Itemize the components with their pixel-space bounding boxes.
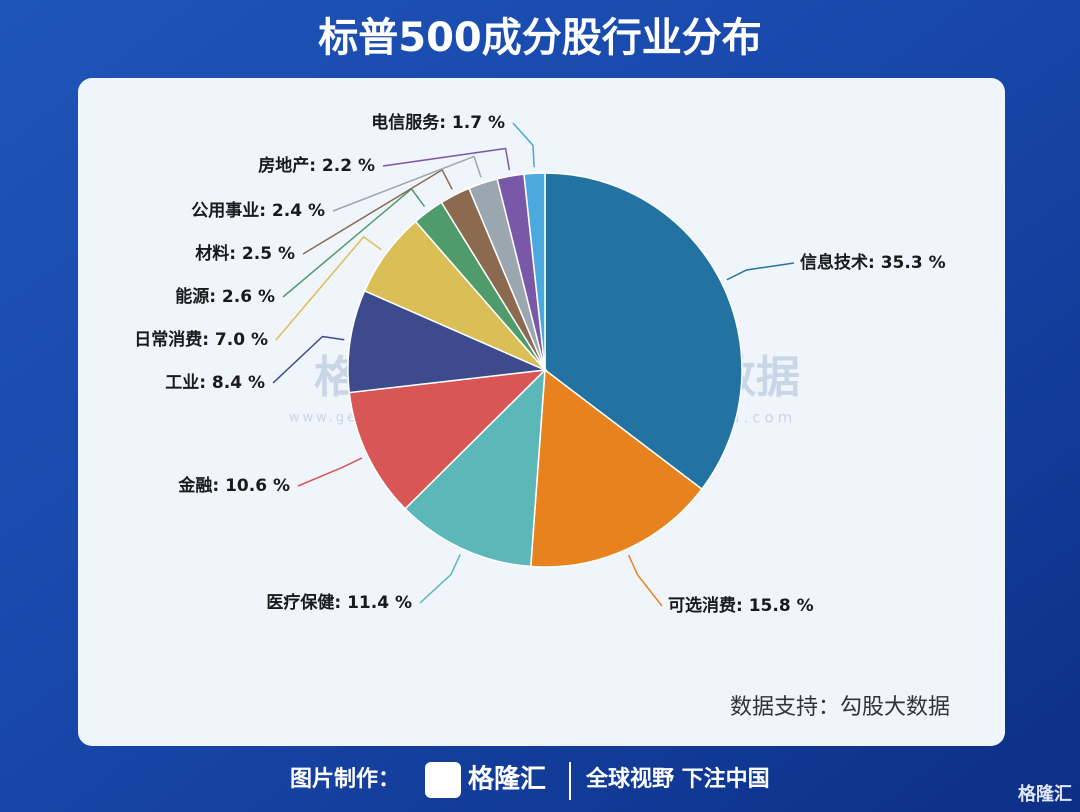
slice-value-label: : 35.3 % [868,253,946,273]
pie: 信息技术: 35.3 %可选消费: 15.8 %医疗保健: 11.4 %金融: … [134,112,945,616]
slice-label: 医疗保健: 11.4 % [266,592,412,613]
slice-category: 可选消费 [668,595,736,616]
slice-label: 能源: 2.6 % [175,286,275,307]
slice-value-label: : 2.5 % [229,244,295,264]
slice-category: 材料 [195,243,229,264]
footer-brand: 格隆汇 [468,764,546,795]
slice-value-label: : 1.7 % [439,113,505,133]
slice-value-label: : 2.6 % [209,287,275,307]
slice-label: 房地产: 2.2 % [258,155,375,176]
pie-slice [347,289,548,394]
slice-value-label: : 8.4 % [199,373,265,393]
slice-value-label: : 2.4 % [259,201,325,221]
footer-slogan: 全球视野 下注中国 [585,766,770,792]
leader-line [272,335,345,384]
leader-line [275,235,382,341]
slice-category: 日常消费 [134,329,202,350]
pie-slice [529,368,703,568]
logo-icon [425,762,461,798]
source: 数据支持：勾股大数据 [730,695,950,720]
leader-line [726,262,795,281]
leader-line [302,168,453,255]
corner-logo: 格隆汇 [1018,783,1072,805]
slice-value-label: : 7.0 % [202,330,268,350]
slice-category: 房地产 [258,155,309,176]
slice-category: 金融 [177,475,212,496]
pie-slice [544,172,743,491]
slice-label: 工业: 8.4 % [165,373,265,393]
slice-label: 材料: 2.5 % [195,243,295,264]
slice-label: 公用事业: 2.4 % [191,201,325,221]
slice-category: 公用事业 [191,201,259,221]
slice-category: 医疗保健 [266,592,334,613]
leader-line [297,457,363,487]
slice-value-label: : 15.8 % [736,596,814,616]
slice-label: 金融: 10.6 % [177,475,290,496]
slice-value-label: : 2.2 % [309,156,375,176]
leader-line [627,554,663,607]
slice-label: 信息技术: 35.3 % [800,252,946,273]
leader-line [419,554,461,604]
slice-value-label: : 10.6 % [212,476,290,496]
leader-line [332,155,482,212]
footer-credit: 图片制作： [290,767,400,792]
slice-category: 工业 [165,373,199,393]
slice-label: 日常消费: 7.0 % [134,329,268,350]
leader-line [512,122,535,168]
slice-value-label: : 11.4 % [334,593,412,613]
pie-slice [348,369,548,510]
leader-line [382,147,511,171]
pie-slice [523,172,546,371]
slice-label: 电信服务: 1.7 % [371,112,505,133]
slice-category: 信息技术 [800,252,868,273]
slice-label: 可选消费: 15.8 % [668,595,814,616]
slice-category: 电信服务 [371,112,440,133]
slice-category: 能源 [175,286,209,307]
pie-slice [404,368,546,568]
chart-title: 标普500成分股行业分布 [318,15,762,61]
